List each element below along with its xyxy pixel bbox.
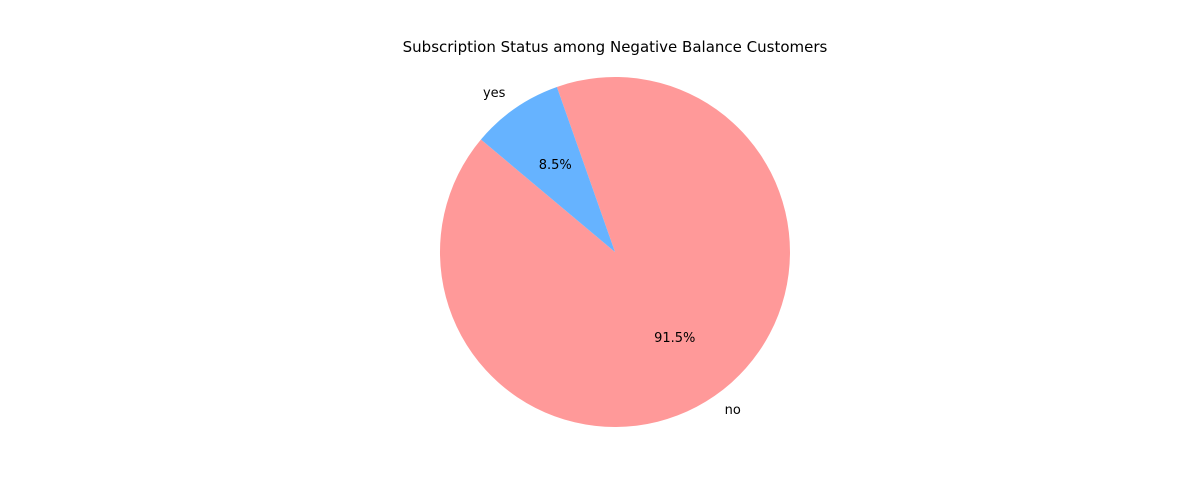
pie-slice-no: [439, 77, 790, 428]
slice-label-no: no: [725, 403, 741, 418]
pie-slices: [439, 77, 790, 428]
percent-label-no: 91.5%: [654, 331, 695, 346]
percent-label-yes: 8.5%: [539, 158, 572, 173]
slice-label-yes: yes: [483, 86, 506, 101]
pie-slice-yes: [480, 86, 615, 252]
chart-title: Subscription Status among Negative Balan…: [403, 38, 828, 56]
pie-labels: no 91.5% yes 8.5%: [483, 86, 741, 418]
